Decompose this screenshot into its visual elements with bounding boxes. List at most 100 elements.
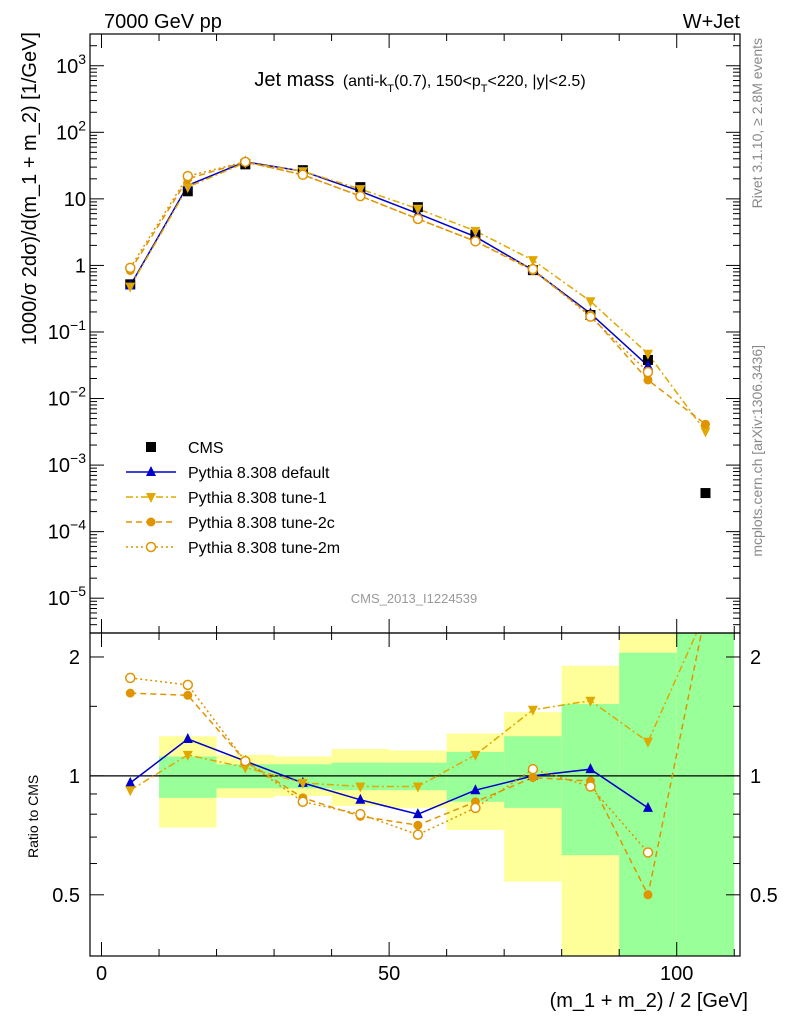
y-tick-exponent: −3 bbox=[70, 450, 86, 466]
legend-label: Pythia 8.308 tune-2m bbox=[188, 540, 340, 557]
ratio-point-pythia-8-308-tune-1 bbox=[355, 782, 366, 793]
ratio-point-pythia-8-308-tune-2m bbox=[527, 763, 539, 775]
legend-label: Pythia 8.308 tune-2c bbox=[188, 515, 335, 532]
main-point-pythia-8-308-tune-1 bbox=[527, 256, 538, 267]
y-tick-base: 10 bbox=[48, 389, 70, 411]
ratio-point-pythia-8-308-default bbox=[642, 801, 653, 812]
ratio-panel-frame bbox=[89, 632, 741, 957]
ratio-point-pythia-8-308-tune-1 bbox=[585, 696, 596, 707]
title-text-part: (anti-k bbox=[343, 73, 388, 90]
ratio-point-pythia-8-308-tune-1 bbox=[182, 750, 193, 761]
main-point-pythia-8-308-tune-1 bbox=[125, 282, 136, 293]
ratio-point-pythia-8-308-default bbox=[585, 763, 596, 774]
plot-title-detail: (anti-kT(0.7), 150<pT<220, |y|<2.5) bbox=[343, 73, 586, 95]
main-point-pythia-8-308-tune-2m bbox=[125, 262, 136, 274]
ratio-point-pythia-8-308-tune-2c bbox=[413, 820, 423, 830]
y-tick-label: 10−2 bbox=[48, 384, 86, 411]
ratio-point-pythia-8-308-default bbox=[182, 732, 193, 743]
ratio-point-pythia-8-308-default bbox=[412, 808, 423, 819]
header-process-label: W+Jet bbox=[683, 11, 741, 33]
ratio-point-pythia-8-308-tune-2c bbox=[528, 773, 538, 783]
axes bbox=[89, 33, 741, 957]
header-energy-label: 7000 GeV pp bbox=[104, 11, 222, 33]
title-text-part: (0.7), 150<p bbox=[394, 73, 481, 90]
y-tick-label: 10 bbox=[64, 189, 86, 211]
main-line-pythia-8-308-tune-2c bbox=[129, 161, 706, 425]
main-line-pythia-8-308-tune-2m bbox=[129, 161, 649, 373]
ratio-point-pythia-8-308-tune-1 bbox=[125, 786, 136, 797]
y-tick-base: 1 bbox=[75, 255, 86, 277]
main-point-pythia-8-308-tune-1 bbox=[585, 297, 596, 308]
series-markers bbox=[125, 155, 711, 900]
legend-entry: Pythia 8.308 default bbox=[126, 465, 330, 482]
main-point-pythia-8-308-tune-1 bbox=[470, 226, 481, 237]
ratio-point-pythia-8-308-default bbox=[125, 776, 136, 787]
ratio-point-pythia-8-308-tune-1 bbox=[240, 763, 251, 774]
y-tick-exponent: −2 bbox=[70, 384, 86, 400]
title-text-part: <220, |y|<2.5) bbox=[487, 73, 585, 90]
main-point-pythia-8-308-tune-2c bbox=[643, 375, 653, 385]
ratio-point-pythia-8-308-default bbox=[470, 784, 481, 795]
main-line-pythia-8-308-default bbox=[129, 161, 649, 367]
ratio-tick-label: 2 bbox=[69, 647, 80, 669]
ratio-point-pythia-8-308-tune-2m bbox=[125, 672, 136, 684]
ratio-point-pythia-8-308-tune-1 bbox=[297, 778, 308, 789]
y-tick-exponent: 3 bbox=[78, 51, 86, 67]
ratio-point-pythia-8-308-default bbox=[355, 793, 366, 804]
legend-label: CMS bbox=[188, 440, 224, 457]
main-point-cms bbox=[700, 488, 711, 499]
main-point-pythia-8-308-tune-2m bbox=[527, 263, 539, 275]
ratio-point-pythia-8-308-tune-2m bbox=[355, 808, 366, 820]
y-tick-exponent: −5 bbox=[70, 583, 86, 599]
y-axis-title: 1000/σ 2dσ)/d(m_1 + m_2) [1/GeV] bbox=[19, 32, 41, 345]
legend-marker bbox=[145, 541, 157, 553]
legend-label: Pythia 8.308 default bbox=[188, 465, 330, 482]
legend-entry: Pythia 8.308 tune-2m bbox=[126, 540, 340, 557]
ratio-point-pythia-8-308-tune-2m bbox=[642, 847, 654, 858]
main-point-pythia-8-308-default bbox=[642, 359, 653, 370]
x-tick-label: 0 bbox=[96, 963, 107, 985]
ratio-tick-label-right: 2 bbox=[750, 647, 761, 669]
ratio-tick-label-right: 0.5 bbox=[750, 885, 778, 907]
x-tick-label: 100 bbox=[660, 963, 693, 985]
plot-title-main: Jet mass bbox=[254, 69, 334, 91]
y-tick-label: 10−5 bbox=[48, 583, 86, 610]
title-subscript: T bbox=[387, 83, 394, 95]
ratio-uncertainty-bands bbox=[159, 633, 735, 956]
main-point-pythia-8-308-tune-1 bbox=[412, 204, 423, 215]
ratio-point-pythia-8-308-tune-2m bbox=[297, 796, 309, 808]
ratio-line-pythia-8-308-default bbox=[129, 738, 649, 815]
band-green bbox=[676, 633, 735, 956]
main-point-pythia-8-308-tune-2m bbox=[642, 366, 654, 378]
plot-title: Jet mass (anti-kT(0.7), 150<pT<220, |y|<… bbox=[254, 69, 585, 95]
ratio-point-pythia-8-308-tune-1 bbox=[642, 737, 653, 748]
y-tick-exponent: −4 bbox=[70, 517, 86, 533]
main-point-pythia-8-308-tune-2m bbox=[412, 213, 424, 225]
ratio-tick-label: 1 bbox=[69, 766, 80, 788]
ratio-point-pythia-8-308-tune-2m bbox=[182, 679, 194, 691]
x-tick-label: 50 bbox=[378, 963, 400, 985]
title-subscript: T bbox=[481, 83, 488, 95]
ratio-point-pythia-8-308-tune-2c bbox=[125, 688, 135, 698]
y-tick-base: 10 bbox=[48, 455, 70, 477]
ratio-point-pythia-8-308-tune-2m bbox=[585, 781, 596, 792]
main-point-pythia-8-308-tune-2m bbox=[240, 156, 251, 168]
ratio-point-pythia-8-308-tune-2m bbox=[470, 802, 481, 814]
y-tick-base: 10 bbox=[48, 522, 70, 544]
y-tick-base: 10 bbox=[56, 56, 78, 78]
legend: CMS Pythia 8.308 default Pythia 8.308 tune… bbox=[126, 440, 340, 557]
y-tick-label: 1 bbox=[75, 255, 86, 277]
main-point-pythia-8-308-tune-1 bbox=[182, 183, 193, 194]
x-axis-title: (m_1 + m_2) / 2 [GeV] bbox=[550, 990, 748, 1012]
legend-marker bbox=[146, 493, 156, 503]
ratio-tick-label-right: 1 bbox=[750, 766, 761, 788]
analysis-id-label: CMS_2013_I1224539 bbox=[351, 591, 478, 606]
y-tick-base: 10 bbox=[48, 322, 70, 344]
band-green bbox=[159, 756, 217, 798]
y-tick-exponent: −1 bbox=[70, 317, 86, 333]
ratio-point-pythia-8-308-tune-2m bbox=[240, 755, 251, 767]
ratio-point-pythia-8-308-tune-1 bbox=[527, 705, 538, 716]
ratio-point-pythia-8-308-tune-2c bbox=[183, 690, 193, 700]
main-point-pythia-8-308-tune-2m bbox=[470, 236, 481, 247]
